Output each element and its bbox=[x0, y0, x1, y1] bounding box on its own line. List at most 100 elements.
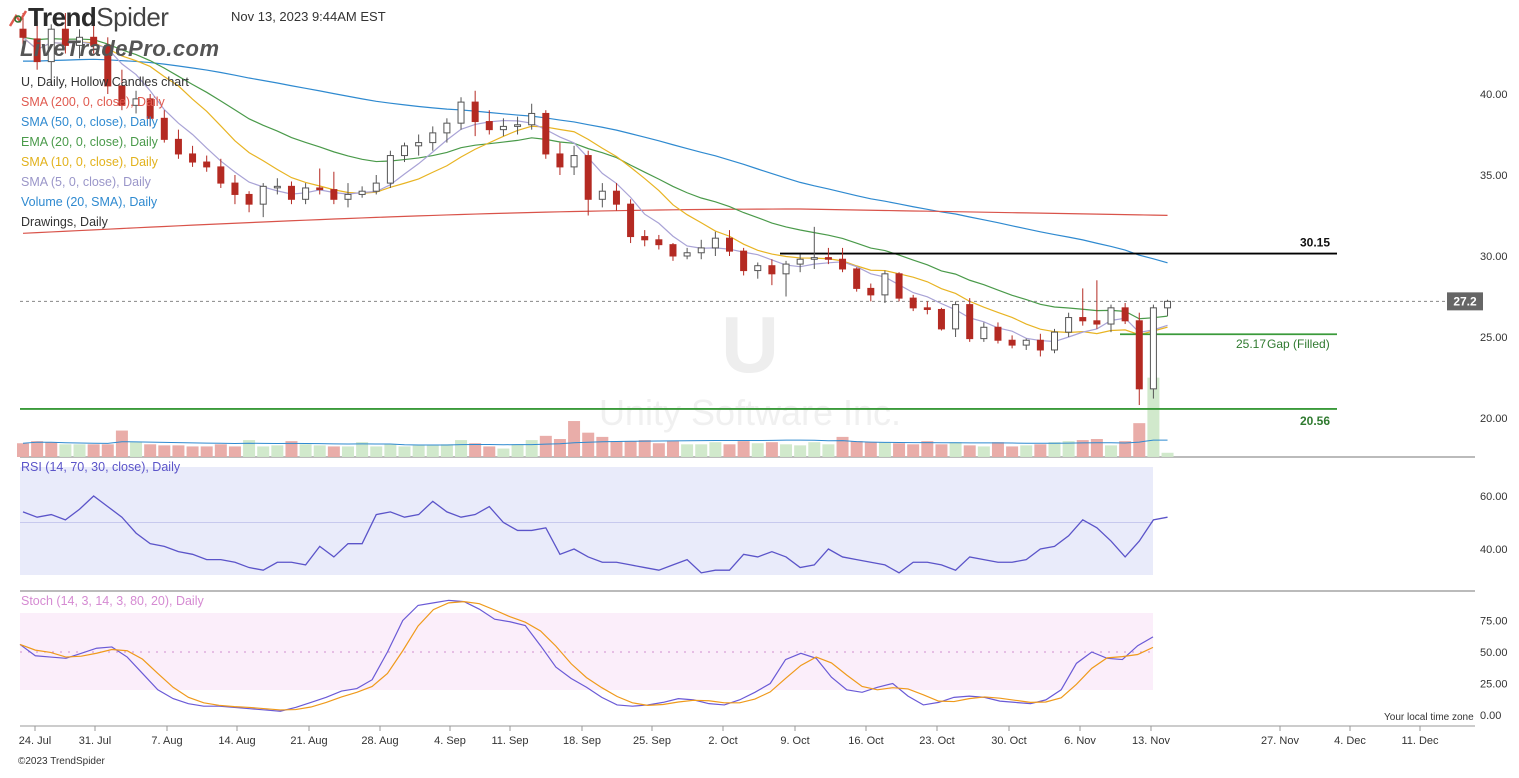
volume-bar bbox=[681, 444, 694, 457]
ema20-line bbox=[22, 36, 1168, 320]
trendspider-logo-icon bbox=[8, 10, 28, 27]
volume-bar bbox=[45, 442, 58, 457]
candle-body bbox=[189, 153, 197, 163]
volume-bar bbox=[87, 444, 100, 457]
candle-body bbox=[796, 258, 804, 265]
x-tick-label: 23. Oct bbox=[919, 735, 954, 747]
candle-body bbox=[909, 297, 917, 309]
candle-body bbox=[994, 326, 1002, 341]
legend-item-sma200[interactable]: SMA (200, 0, close), Daily bbox=[21, 95, 165, 109]
sma10-line bbox=[22, 36, 1168, 336]
stoch-legend[interactable]: Stoch (14, 3, 14, 3, 80, 20), Daily bbox=[21, 594, 204, 608]
candle-body bbox=[824, 257, 832, 260]
candle-body bbox=[344, 193, 352, 200]
volume-bar bbox=[907, 444, 920, 457]
volume-bar bbox=[158, 445, 171, 457]
candle-body bbox=[358, 190, 366, 195]
volume-sma-line bbox=[22, 439, 1168, 446]
x-tick-label: 16. Oct bbox=[848, 735, 883, 747]
legend-item-sma10[interactable]: SMA (10, 0, close), Daily bbox=[21, 155, 158, 169]
volume-bar bbox=[412, 445, 425, 457]
candle-body bbox=[514, 124, 522, 127]
volume-bar bbox=[624, 441, 637, 457]
candle-body bbox=[726, 237, 733, 252]
candle-body bbox=[697, 247, 705, 254]
candle-body bbox=[655, 239, 663, 246]
volume-bar bbox=[652, 443, 665, 457]
legend-item-symbol[interactable]: U, Daily, Hollow Candles chart bbox=[21, 75, 189, 89]
volume-bar bbox=[666, 441, 679, 457]
candle-body bbox=[316, 187, 324, 191]
volume-bar bbox=[327, 446, 340, 457]
volume-bar bbox=[228, 446, 241, 457]
volume-bar bbox=[949, 442, 962, 457]
volume-bar bbox=[1062, 441, 1075, 457]
legend-item-sma5[interactable]: SMA (5, 0, close), Daily bbox=[21, 175, 151, 189]
volume-bar bbox=[313, 445, 326, 457]
sma5-line bbox=[22, 36, 1168, 343]
legend-item-sma50[interactable]: SMA (50, 0, close), Daily bbox=[21, 115, 158, 129]
candle-body bbox=[1164, 300, 1172, 309]
stoch-tick-label: 0.00 bbox=[1480, 710, 1501, 722]
candle-body bbox=[1022, 339, 1030, 346]
volume-bar bbox=[59, 444, 72, 457]
candle-body bbox=[980, 326, 988, 340]
volume-bar bbox=[469, 443, 482, 457]
legend-item-drawings[interactable]: Drawings, Daily bbox=[21, 215, 108, 229]
volume-bar bbox=[525, 440, 538, 457]
volume-bar bbox=[1034, 444, 1047, 457]
x-tick-label: 27. Nov bbox=[1261, 735, 1299, 747]
volume-bar bbox=[73, 444, 86, 457]
volume-bar bbox=[144, 444, 157, 457]
x-tick-label: 14. Aug bbox=[218, 735, 255, 747]
volume-bar bbox=[1076, 440, 1089, 457]
timezone-label[interactable]: Your local time zone bbox=[1384, 712, 1474, 723]
volume-bar bbox=[1020, 445, 1033, 457]
x-tick-label: 28. Aug bbox=[361, 735, 398, 747]
rsi-panel-bg bbox=[20, 467, 1153, 575]
candle-body bbox=[1135, 320, 1143, 390]
volume-bar bbox=[794, 445, 807, 457]
candle-body bbox=[768, 265, 776, 275]
candle-body bbox=[259, 185, 267, 205]
candle-body bbox=[90, 36, 98, 46]
candle-body bbox=[556, 153, 564, 168]
volume-bar bbox=[878, 442, 891, 457]
volume-bar bbox=[582, 432, 595, 457]
candle-body bbox=[61, 28, 69, 46]
candle-body bbox=[570, 155, 578, 168]
x-tick-label: 11. Sep bbox=[491, 735, 528, 747]
volume-bar bbox=[243, 440, 256, 457]
legend-item-volume[interactable]: Volume (20, SMA), Daily bbox=[21, 195, 158, 209]
candle-body bbox=[1093, 320, 1101, 325]
indicator-legend: U, Daily, Hollow Candles chart SMA (200,… bbox=[21, 72, 189, 232]
x-tick-label: 4. Sep bbox=[434, 735, 466, 747]
legend-item-ema20[interactable]: EMA (20, 0, close), Daily bbox=[21, 135, 158, 149]
copyright: ©2023 TrendSpider bbox=[18, 756, 105, 767]
x-tick-label: 11. Dec bbox=[1401, 735, 1439, 747]
volume-bar bbox=[568, 421, 581, 457]
volume-bar bbox=[384, 444, 397, 457]
level-label: 20.56 bbox=[1300, 414, 1330, 428]
candle-body bbox=[302, 187, 310, 200]
candle-body bbox=[612, 190, 620, 205]
candle-body bbox=[132, 98, 140, 106]
rsi-legend[interactable]: RSI (14, 70, 30, close), Daily bbox=[21, 460, 181, 474]
volume-bar bbox=[808, 442, 821, 457]
x-tick-label: 13. Nov bbox=[1132, 735, 1170, 747]
last-price-badge bbox=[1447, 292, 1483, 311]
candle-body bbox=[401, 145, 409, 157]
candle-body bbox=[19, 28, 27, 38]
candle-body bbox=[47, 28, 55, 63]
volume-bar bbox=[285, 441, 298, 457]
candle-body bbox=[867, 287, 875, 296]
candle-body bbox=[1079, 317, 1087, 322]
volume-bar bbox=[864, 442, 877, 457]
symbol-watermark: U bbox=[721, 300, 779, 389]
candle-body bbox=[386, 155, 394, 184]
x-tick-label: 18. Sep bbox=[563, 735, 601, 747]
volume-bar bbox=[780, 444, 793, 457]
candle-body bbox=[895, 273, 903, 299]
x-tick-label: 2. Oct bbox=[708, 735, 737, 747]
